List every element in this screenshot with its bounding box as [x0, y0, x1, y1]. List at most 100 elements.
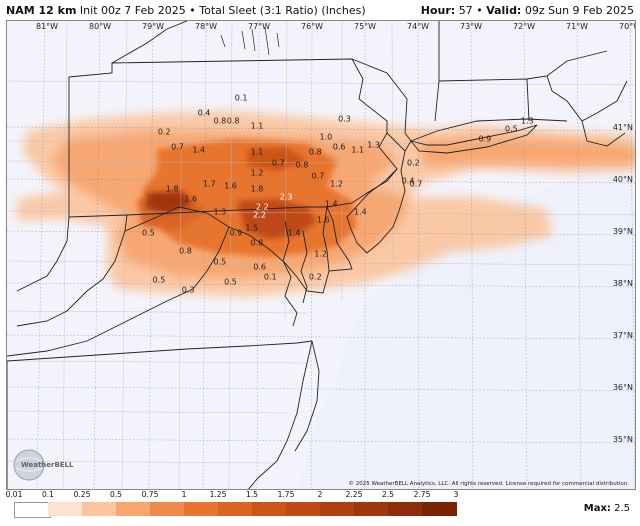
sleet-value-label: 1.6: [184, 194, 198, 204]
sleet-value-label: 1.6: [224, 181, 237, 191]
sleet-value-label: 1.1: [351, 145, 365, 155]
lat-lon-grid: [7, 21, 635, 489]
new-york-border: [111, 21, 568, 152]
sleet-value-label: 0.8: [213, 116, 227, 126]
sleet-value-label: 0.1: [263, 272, 277, 282]
sleet-value-label: 1.8: [165, 184, 179, 194]
colorbar-swatch: [116, 502, 151, 516]
north-carolina-border: [7, 340, 313, 489]
colorbar-tick-label: 2: [317, 490, 323, 499]
colorbar-swatch: [150, 502, 185, 516]
hour-value: 57: [458, 4, 473, 17]
longitude-label: 80°W: [89, 22, 112, 31]
latitude-label: 40°N: [612, 175, 633, 184]
longitude-label: 73°W: [460, 22, 483, 31]
sleet-value-label: 0.2: [157, 127, 171, 137]
colorbar-swatch: [252, 502, 287, 516]
latitude-label: 38°N: [612, 279, 633, 288]
max-value: Max: 2.5: [584, 503, 630, 514]
colorbar-swatch: [320, 502, 355, 516]
sleet-value-label: 2.2: [253, 210, 267, 220]
title-right: Hour: 57 • Valid: 09z Sun 9 Feb 2025: [421, 4, 634, 17]
long-island: [409, 124, 538, 154]
colorbar: [14, 502, 457, 518]
sleet-value-label: 2.2: [255, 202, 269, 212]
title-separator: •: [476, 4, 487, 17]
longitude-label: 74°W: [407, 22, 430, 31]
sleet-value-label: 0.4: [197, 108, 211, 118]
outer-banks: [294, 340, 320, 452]
longitude-label: 77°W: [248, 22, 271, 31]
sleet-value-label: 0.8: [250, 238, 264, 248]
maryland-border: [124, 206, 330, 294]
weatherbell-logo: WeatherBELL: [11, 447, 74, 483]
colorbar-tick-label: 0.5: [110, 490, 122, 499]
sleet-value-label: 0.8: [226, 116, 240, 126]
chesapeake-bay: [282, 220, 308, 327]
longitude-label: 78°W: [195, 22, 218, 31]
colorbar-tick-label: 2.25: [345, 490, 363, 499]
sleet-value-label: 1.3: [213, 207, 227, 217]
title-left: NAM 12 km Init 00z 7 Feb 2025 • Total Sl…: [6, 4, 366, 17]
colorbar-tick-label: 1.5: [246, 490, 258, 499]
sleet-value-label: 0.3: [181, 285, 195, 295]
model-name: NAM 12 km: [6, 4, 77, 17]
globe-logo-icon: [13, 449, 45, 481]
hour-label: Hour:: [420, 4, 456, 17]
colorbar-tick-label: 0.1: [42, 490, 54, 499]
sleet-value-label: 0.2: [308, 272, 322, 282]
product-name: Total Sleet (3:1 Ratio) (Inches): [199, 4, 366, 17]
valid-time: 09z Sun 9 Feb 2025: [524, 4, 634, 17]
colorbar-tick-label: 3: [453, 490, 459, 499]
latitude-label: 35°N: [612, 435, 633, 444]
colorbar-swatch: [14, 502, 51, 518]
sleet-value-label: 1.6: [316, 215, 330, 225]
colorbar-tick-label: 0.25: [73, 490, 91, 499]
sleet-value-label: 1.3: [367, 140, 380, 150]
init-time: Init 00z 7 Feb 2025: [79, 4, 186, 17]
colorbar-swatch: [388, 502, 423, 516]
sleet-value-label: 0.5: [213, 257, 227, 267]
logo-wordmark: WeatherBELL: [21, 461, 74, 469]
state-borders: [7, 21, 628, 489]
sleet-value-label: 0.7: [311, 171, 325, 181]
longitude-label: 81°W: [36, 22, 59, 31]
sleet-value-label: 1.3: [520, 116, 534, 126]
max-label: Max:: [583, 503, 611, 514]
longitude-label: 76°W: [301, 22, 324, 31]
latitude-label: 37°N: [612, 331, 633, 340]
colorbar-tick-label: 0.75: [141, 490, 159, 499]
pennsylvania-border: [68, 58, 398, 218]
sleet-value-label: 1.2: [250, 168, 264, 178]
sleet-value-label: 0.8: [179, 246, 192, 256]
title-separator: •: [189, 4, 200, 17]
colorbar-swatch: [184, 502, 219, 516]
latitude-label: 36°N: [612, 383, 633, 392]
colorbar-tick-label: 2.5: [382, 490, 394, 499]
sleet-value-label: 1.4: [192, 145, 206, 155]
sleet-value-label: 1.2: [314, 249, 327, 259]
sleet-value-label: 0.1: [234, 93, 248, 103]
sleet-value-label: 1.5: [245, 223, 259, 233]
sleet-value-label: 0.2: [406, 158, 420, 168]
map-canvas: [7, 21, 635, 489]
county-lines: [7, 21, 635, 489]
longitude-label: 72°W: [513, 22, 536, 31]
sleet-value-label: 1.2: [330, 179, 343, 189]
sleet-value-label: 0.8: [295, 160, 309, 170]
sleet-value-label: 0.7: [171, 142, 184, 152]
sleet-value-label: 1.4: [324, 199, 338, 209]
sleet-value-label: 2.3: [279, 192, 293, 202]
sleet-value-label: 0.5: [152, 275, 166, 285]
sleet-value-label: 0.4: [401, 176, 415, 186]
sleet-value-label: 0.8: [308, 147, 322, 157]
colorbar-swatch: [82, 502, 117, 516]
longitude-label: 71°W: [566, 22, 589, 31]
longitude-label: 79°W: [142, 22, 165, 31]
header-bar: NAM 12 km Init 00z 7 Feb 2025 • Total Sl…: [0, 0, 640, 20]
sleet-value-label: 1.1: [250, 121, 264, 131]
sleet-value-label: 0.5: [141, 228, 155, 238]
copyright-notice: © 2025 WeatherBELL Analytics, LLC. All r…: [348, 481, 629, 487]
sleet-value-label: 0.9: [478, 134, 492, 144]
sleet-value-label: 0.7: [409, 179, 423, 189]
